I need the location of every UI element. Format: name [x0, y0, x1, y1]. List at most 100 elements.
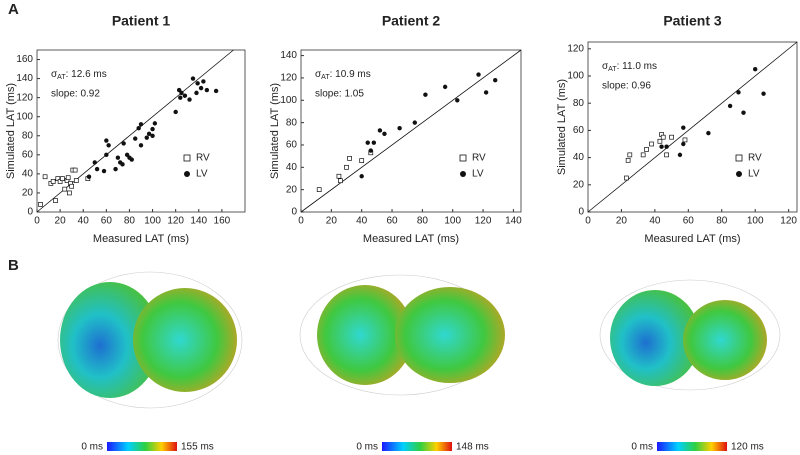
- rv-point: [42, 174, 48, 180]
- x-axis-label: Measured LAT (ms): [644, 233, 740, 245]
- lv-point: [493, 77, 498, 83]
- rv-point: [640, 152, 646, 158]
- legend-label: LV: [196, 169, 208, 180]
- lv-point: [150, 133, 155, 138]
- colorbar-min-label: 0 ms: [356, 442, 378, 453]
- y-axis-label: Simulated LAT (ms): [5, 83, 17, 179]
- x-tick-label: 40: [356, 216, 368, 227]
- y-tick-label: 160: [16, 54, 33, 65]
- rv-point: [73, 178, 79, 183]
- rv-point: [624, 175, 629, 181]
- y-tick-label: 40: [573, 152, 585, 163]
- y-tick-label: 80: [22, 130, 34, 141]
- panel-label: A: [8, 1, 19, 18]
- rv-point: [69, 183, 75, 189]
- lv-point: [190, 76, 196, 81]
- lv-point: [129, 157, 134, 162]
- lv-point: [727, 103, 733, 109]
- lv-point: [150, 126, 155, 132]
- plot-frame: [300, 49, 522, 213]
- x-tick-label: 80: [417, 216, 429, 227]
- panel-label: B: [8, 257, 19, 274]
- lv-point: [120, 162, 125, 167]
- x-tick-label: 20: [616, 216, 628, 227]
- lv-point: [179, 90, 184, 96]
- rv-point: [644, 147, 649, 152]
- x-tick-label: 80: [124, 216, 136, 227]
- colorbar-max-label: 120 ms: [731, 442, 764, 453]
- legend-label: RV: [472, 153, 486, 164]
- lv-point: [182, 93, 188, 98]
- y-tick-label: 60: [573, 125, 585, 136]
- slope-annotation: slope: 0.96: [602, 81, 651, 92]
- x-tick-label: 80: [716, 216, 728, 227]
- plot-frame: [587, 41, 798, 213]
- lv-point: [368, 148, 373, 153]
- heart-render: [57, 271, 781, 409]
- lv-point: [377, 128, 383, 133]
- x-axis-label: Measured LAT (ms): [363, 233, 459, 245]
- sigma-annotation: σAT: 12.6 ms: [51, 69, 107, 81]
- lv-point: [741, 110, 746, 115]
- x-tick-label: 160: [214, 216, 231, 227]
- lv-point: [677, 152, 683, 158]
- lv-point: [371, 140, 377, 145]
- y-tick-label: 60: [286, 140, 298, 151]
- lv-point: [365, 140, 370, 145]
- y-tick-label: 100: [567, 71, 584, 82]
- sigma-annotation: σAT: 11.0 ms: [602, 61, 657, 73]
- rv-point: [50, 179, 56, 184]
- sigma-sub: AT: [608, 66, 617, 73]
- lv-point: [198, 85, 204, 91]
- x-tick-label: 0: [585, 216, 591, 227]
- lv-point: [115, 155, 121, 160]
- colorbar-min-label: 0 ms: [631, 442, 653, 453]
- y-tick-label: 0: [27, 207, 33, 218]
- y-tick-label: 140: [280, 50, 297, 61]
- x-tick-label: 0: [34, 216, 40, 227]
- sigma-sub: AT: [321, 74, 330, 81]
- y-tick-label: 20: [22, 188, 34, 199]
- lv-point: [476, 72, 481, 77]
- x-tick-label: 20: [326, 216, 338, 227]
- colorbar-max-label: 155 ms: [181, 442, 214, 453]
- lv-point: [121, 141, 126, 146]
- y-tick-label: 120: [280, 73, 297, 84]
- y-axis-label: Simulated LAT (ms): [556, 79, 568, 175]
- lv-point: [101, 168, 107, 174]
- identity-line: [587, 41, 798, 213]
- rv-point: [65, 175, 71, 181]
- legend-label: RV: [196, 153, 210, 164]
- sigma-annotation: σAT: 10.9 ms: [315, 69, 371, 81]
- rv-point: [60, 176, 65, 181]
- chart-title: Patient 2: [382, 13, 441, 29]
- rv-point: [682, 137, 688, 143]
- lv-point: [397, 126, 402, 131]
- lv-point: [681, 125, 686, 130]
- x-tick-label: 100: [444, 216, 461, 227]
- sigma-text: : 10.9 ms: [330, 69, 371, 80]
- chart-title: Patient 1: [112, 13, 171, 29]
- rv-point: [625, 157, 631, 163]
- slope-annotation: slope: 0.92: [51, 89, 100, 100]
- rv-point: [347, 156, 352, 161]
- lv-point: [144, 135, 149, 140]
- lv-point: [359, 174, 364, 179]
- sigma-symbol: σ: [51, 69, 58, 80]
- sigma-sub: AT: [57, 74, 66, 81]
- lv-point: [94, 166, 100, 172]
- legend-label: LV: [748, 169, 760, 180]
- lv-point: [483, 90, 489, 95]
- legend-marker: [460, 171, 466, 177]
- x-tick-label: 120: [475, 216, 492, 227]
- lv-point: [195, 81, 200, 86]
- lv-point: [681, 141, 686, 147]
- lv-point: [92, 160, 97, 165]
- rv-point: [664, 152, 669, 158]
- legend-label: LV: [472, 169, 484, 180]
- lv-point: [659, 144, 664, 149]
- colorbar-min-label: 0 ms: [81, 442, 103, 453]
- x-tick-label: 100: [144, 216, 161, 227]
- colorbar: [657, 442, 727, 451]
- rv-point: [627, 152, 633, 158]
